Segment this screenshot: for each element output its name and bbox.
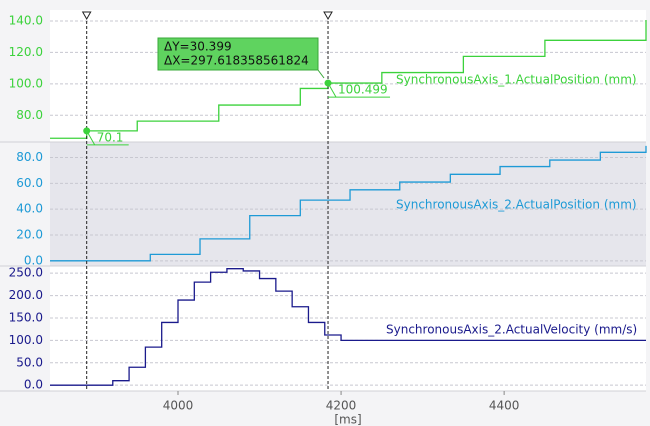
y-tick-label: 250.0 [9,266,43,280]
y-tick-label: 140.0 [9,14,43,28]
delta-box [157,37,319,71]
y-tick-label: 20.0 [16,228,43,242]
y-tick-label: 100.0 [9,76,43,90]
cursor-value-leader [86,130,96,146]
series-line [50,268,646,386]
y-tick-label: 100.0 [9,333,43,347]
x-axis-label: [ms] [334,413,361,426]
y-tick-label: 150.0 [9,310,43,324]
panel-band [50,142,646,266]
cursor-handle [323,11,333,21]
x-tick-label: 4200 [326,399,357,413]
y-tick-label: 50.0 [16,355,43,369]
y-tick-label: 60.0 [16,176,43,190]
series-label: SynchronousAxis_2.ActualPosition (mm) [396,198,637,212]
cursor-value: 100.499 [338,83,388,97]
y-tick-label: 40.0 [16,202,43,216]
y-tick-label: 0.0 [24,253,43,267]
y-tick-label: 200.0 [9,288,43,302]
cursor-value-leader [327,82,337,98]
delta-leader [317,69,325,79]
x-tick-label: 4400 [489,399,520,413]
x-tick-label: 4000 [163,399,194,413]
series-label: SynchronousAxis_1.ActualPosition (mm) [396,73,637,87]
delta-text: ΔX=297.618358561824 [164,54,309,68]
series-line [50,145,647,262]
cursor-value: 70.1 [97,130,124,144]
y-tick-label: 120.0 [9,45,43,59]
delta-text: ΔY=30.399 [164,40,232,54]
y-tick-label: 80.0 [16,108,43,122]
series-label: SynchronousAxis_2.ActualVelocity (mm/s) [386,323,637,337]
y-tick-label: 0.0 [24,378,43,392]
cursor-handle [81,11,92,21]
y-tick-label: 80.0 [16,150,43,164]
